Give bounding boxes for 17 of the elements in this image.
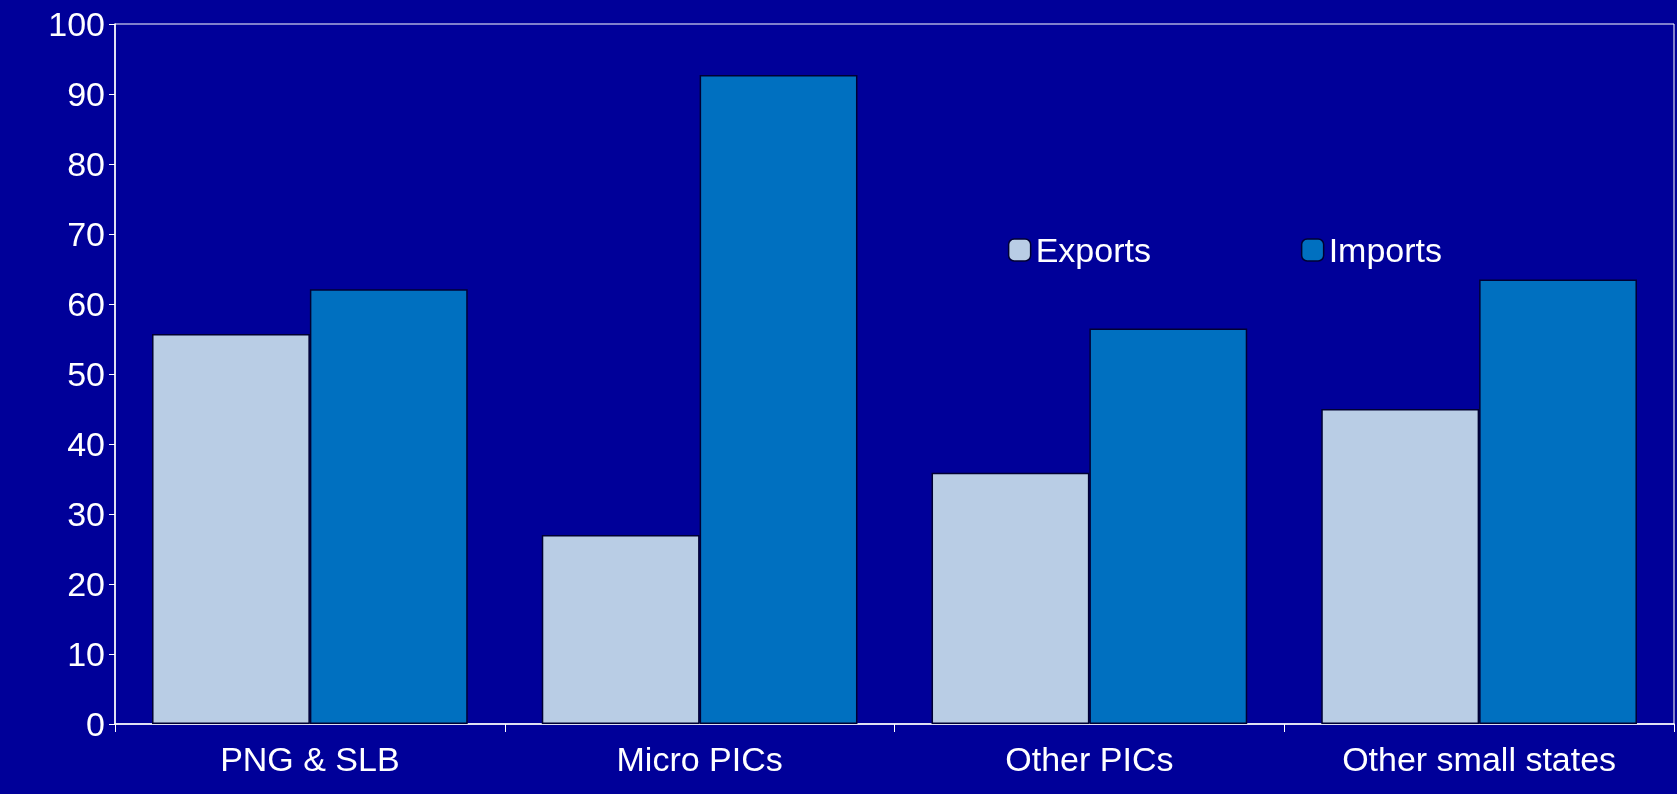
legend-label: Imports (1328, 231, 1442, 269)
y-tick-label: 40 (67, 425, 105, 463)
y-tick-label: 10 (67, 635, 105, 673)
x-tick-label: PNG & SLB (220, 740, 400, 778)
y-tick-label: 100 (48, 5, 105, 43)
x-tick-label: Other small states (1342, 740, 1617, 778)
y-tick-label: 30 (67, 495, 105, 533)
y-tick-label: 20 (67, 565, 105, 603)
y-tick-label: 50 (67, 355, 105, 393)
y-tick-label: 90 (67, 75, 105, 113)
y-tick-label: 60 (67, 285, 105, 323)
x-tick-label: Other PICs (1005, 740, 1174, 778)
y-tick-label: 80 (67, 145, 105, 183)
x-tick-label: Micro PICs (616, 740, 783, 778)
legend-label: Exports (1035, 231, 1151, 269)
y-tick-label: 0 (86, 705, 105, 743)
y-tick-label: 70 (67, 215, 105, 253)
